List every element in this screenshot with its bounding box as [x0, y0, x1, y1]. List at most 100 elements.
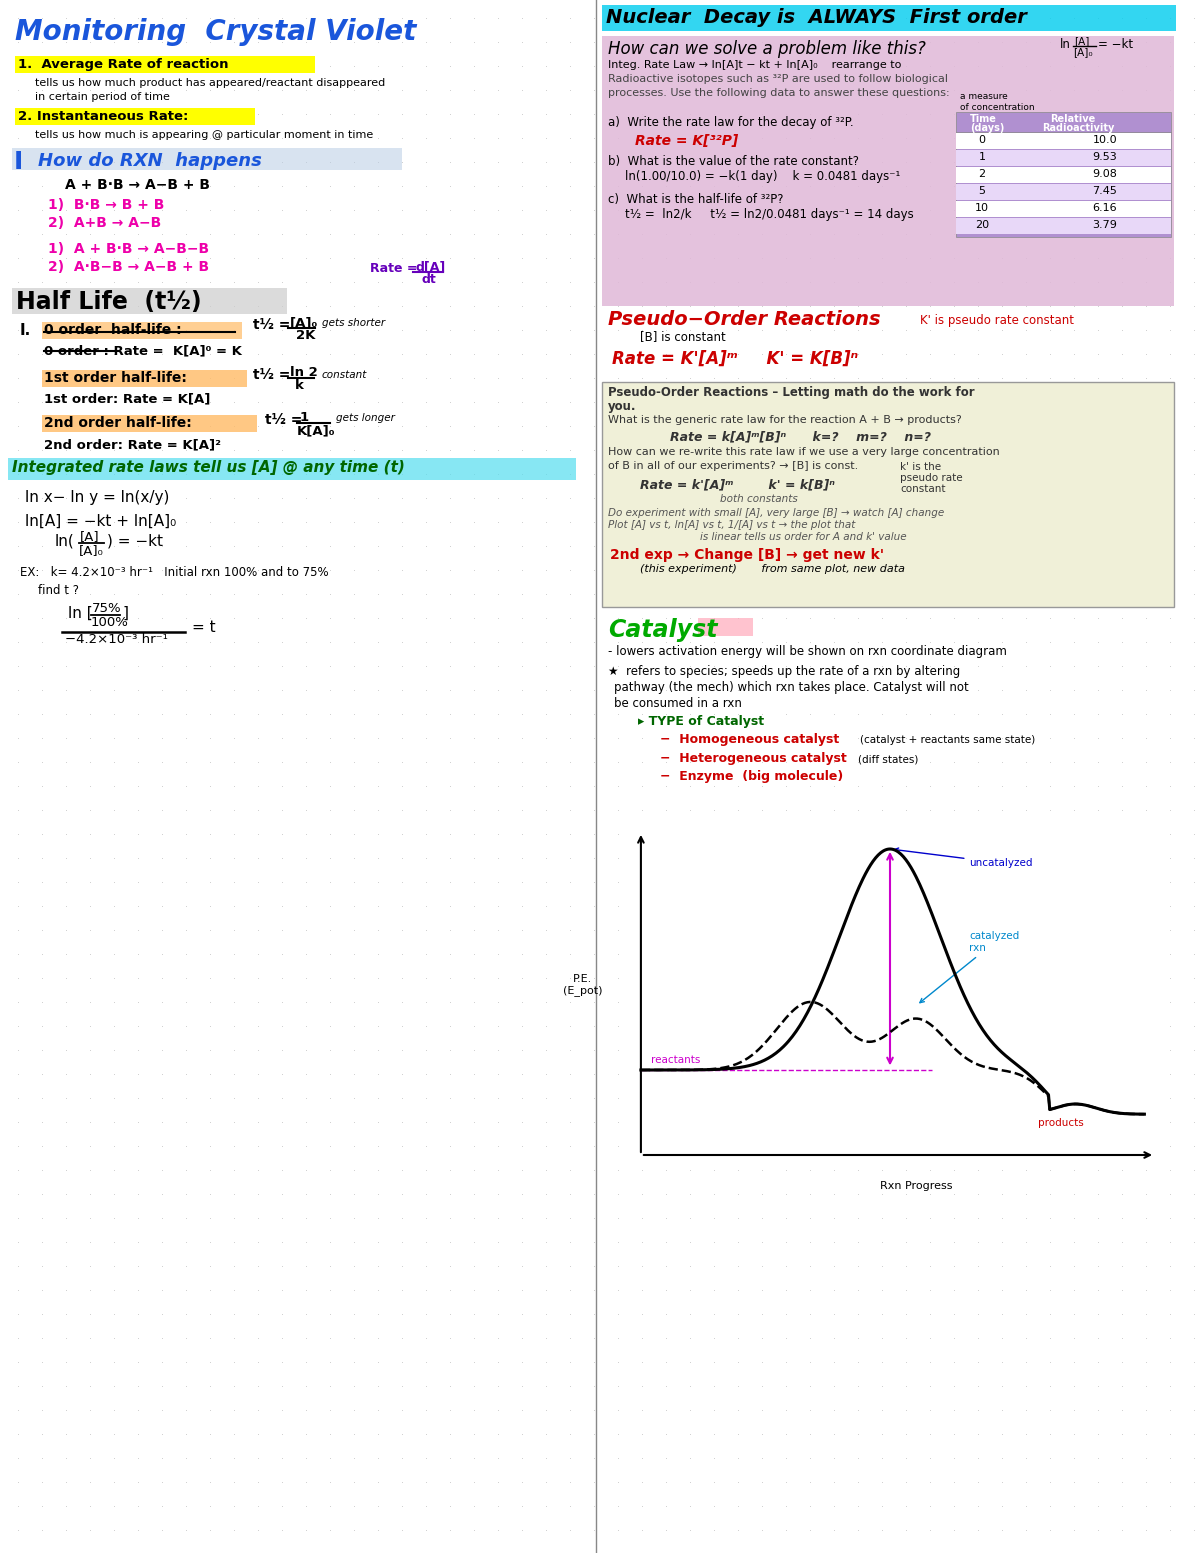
Text: [B] is constant: [B] is constant — [640, 329, 726, 343]
Text: Catalyst: Catalyst — [608, 618, 718, 641]
Text: 9.08: 9.08 — [1092, 169, 1117, 179]
FancyBboxPatch shape — [602, 36, 1174, 306]
Text: 0: 0 — [978, 135, 985, 144]
Text: of B in all of our experiments? → [B] is const.: of B in all of our experiments? → [B] is… — [608, 461, 858, 471]
Text: 0 order : Rate =  K[A]⁰ = K: 0 order : Rate = K[A]⁰ = K — [44, 345, 242, 357]
Text: How do RXN  happens: How do RXN happens — [38, 152, 262, 169]
Text: [A]₀: [A]₀ — [79, 544, 104, 558]
Text: EX:   k= 4.2×10⁻³ hr⁻¹   Initial rxn 100% and to 75%: EX: k= 4.2×10⁻³ hr⁻¹ Initial rxn 100% an… — [20, 565, 329, 579]
Text: 20: 20 — [974, 221, 989, 230]
Text: K[A]₀: K[A]₀ — [298, 424, 336, 436]
Text: 1st order half-life:: 1st order half-life: — [44, 371, 187, 385]
Text: [A]: [A] — [1074, 36, 1090, 47]
Text: −  Homogeneous catalyst: − Homogeneous catalyst — [660, 733, 839, 745]
Text: 1)  A + B·B → A−B−B: 1) A + B·B → A−B−B — [48, 242, 209, 256]
FancyBboxPatch shape — [956, 200, 1171, 217]
Text: tells us how much is appearing @ particular moment in time: tells us how much is appearing @ particu… — [35, 130, 373, 140]
Text: (catalyst + reactants same state): (catalyst + reactants same state) — [860, 735, 1036, 745]
FancyBboxPatch shape — [14, 109, 256, 124]
Text: (this experiment)       from same plot, new data: (this experiment) from same plot, new da… — [640, 564, 905, 575]
Text: b)  What is the value of the rate constant?: b) What is the value of the rate constan… — [608, 155, 859, 168]
FancyBboxPatch shape — [956, 183, 1171, 200]
Text: 1st order: Rate = K[A]: 1st order: Rate = K[A] — [44, 391, 210, 405]
Text: - lowers activation energy will be shown on rxn coordinate diagram: - lowers activation energy will be shown… — [608, 644, 1007, 658]
Text: gets longer: gets longer — [336, 413, 395, 422]
FancyBboxPatch shape — [12, 287, 287, 314]
Text: −4.2×10⁻³ hr⁻¹: −4.2×10⁻³ hr⁻¹ — [65, 634, 168, 646]
Text: 2: 2 — [978, 169, 985, 179]
Text: c)  What is the half-life of ³²P?: c) What is the half-life of ³²P? — [608, 193, 784, 207]
Text: A + B·B → A−B + B: A + B·B → A−B + B — [65, 179, 210, 193]
Text: ★  refers to species; speeds up the rate of a rxn by altering: ★ refers to species; speeds up the rate … — [608, 665, 960, 679]
Text: ln[A] = −kt + ln[A]₀: ln[A] = −kt + ln[A]₀ — [25, 514, 176, 530]
Text: 0 order  half-life :: 0 order half-life : — [44, 323, 181, 337]
Text: 75%: 75% — [92, 603, 121, 615]
Text: Monitoring  Crystal Violet: Monitoring Crystal Violet — [14, 19, 416, 47]
Text: I: I — [14, 151, 23, 174]
Text: Plot [A] vs t, ln[A] vs t, 1/[A] vs t → the plot that: Plot [A] vs t, ln[A] vs t, 1/[A] vs t → … — [608, 520, 856, 530]
FancyBboxPatch shape — [8, 458, 576, 480]
Text: 1: 1 — [300, 412, 310, 424]
Text: ln(: ln( — [55, 534, 74, 550]
Text: Do experiment with small [A], very large [B] → watch [A] change: Do experiment with small [A], very large… — [608, 508, 944, 519]
Text: both constants: both constants — [720, 494, 798, 505]
Text: P.E.
(E_pot): P.E. (E_pot) — [563, 974, 602, 997]
Text: t½ =: t½ = — [253, 318, 290, 332]
Text: 6.16: 6.16 — [1093, 203, 1117, 213]
Text: How can we solve a problem like this?: How can we solve a problem like this? — [608, 40, 926, 57]
Text: constant: constant — [322, 370, 367, 380]
Text: [A]₀: [A]₀ — [290, 315, 318, 329]
Text: k' is the: k' is the — [900, 461, 941, 472]
Text: k: k — [295, 379, 304, 391]
Text: (diff states): (diff states) — [858, 755, 918, 764]
Text: 2)  A+B → A−B: 2) A+B → A−B — [48, 216, 161, 230]
Text: ]: ] — [124, 606, 130, 621]
Text: 10.0: 10.0 — [1093, 135, 1117, 144]
FancyBboxPatch shape — [14, 56, 314, 73]
Text: −  Heterogeneous catalyst: − Heterogeneous catalyst — [660, 752, 847, 766]
Text: a)  Write the rate law for the decay of ³²P.: a) Write the rate law for the decay of ³… — [608, 116, 853, 129]
Text: pathway (the mech) which rxn takes place. Catalyst will not: pathway (the mech) which rxn takes place… — [614, 682, 968, 694]
Text: 1)  B·B → B + B: 1) B·B → B + B — [48, 197, 164, 213]
Text: Rate = K'[A]ᵐ     K' = K[B]ⁿ: Rate = K'[A]ᵐ K' = K[B]ⁿ — [612, 349, 858, 368]
Text: find t ?: find t ? — [38, 584, 79, 596]
Text: catalyzed
rxn: catalyzed rxn — [920, 932, 1020, 1003]
FancyBboxPatch shape — [602, 382, 1174, 607]
Text: ln x− ln y = ln(x/y): ln x− ln y = ln(x/y) — [25, 491, 169, 505]
FancyBboxPatch shape — [42, 415, 257, 432]
Text: 2nd order: Rate = K[A]²: 2nd order: Rate = K[A]² — [44, 438, 221, 450]
Text: 2nd order half-life:: 2nd order half-life: — [44, 416, 192, 430]
Text: 1: 1 — [978, 152, 985, 162]
Text: = −kt: = −kt — [1098, 37, 1133, 51]
Text: 2K: 2K — [296, 329, 316, 342]
Text: Relative: Relative — [1050, 113, 1096, 124]
Text: Rate = K[³²P]: Rate = K[³²P] — [635, 134, 738, 148]
Text: dt: dt — [422, 273, 437, 286]
Text: t½ =  ln2/k     t½ = ln2/0.0481 days⁻¹ = 14 days: t½ = ln2/k t½ = ln2/0.0481 days⁻¹ = 14 d… — [625, 208, 913, 221]
Text: ▸ TYPE of Catalyst: ▸ TYPE of Catalyst — [638, 714, 764, 728]
Text: a measure: a measure — [960, 92, 1008, 101]
Text: Time: Time — [970, 113, 997, 124]
Text: = t: = t — [192, 620, 216, 635]
Text: [A]: [A] — [80, 530, 100, 544]
Text: 2. Instantaneous Rate:: 2. Instantaneous Rate: — [18, 110, 188, 123]
Text: (days): (days) — [970, 123, 1004, 134]
Text: reactants: reactants — [652, 1054, 701, 1065]
Text: Integrated rate laws tell us [A] @ any time (t): Integrated rate laws tell us [A] @ any t… — [12, 460, 404, 475]
Text: gets shorter: gets shorter — [322, 318, 385, 328]
Text: tells us how much product has appeared/reactant disappeared: tells us how much product has appeared/r… — [35, 78, 385, 89]
FancyBboxPatch shape — [956, 217, 1171, 235]
Text: t½ =: t½ = — [265, 413, 302, 427]
FancyBboxPatch shape — [42, 370, 247, 387]
FancyBboxPatch shape — [956, 134, 1171, 149]
Text: 3.79: 3.79 — [1092, 221, 1117, 230]
Text: uncatalyzed: uncatalyzed — [894, 848, 1033, 868]
Text: of concentration: of concentration — [960, 102, 1034, 112]
Text: 1.  Average Rate of reaction: 1. Average Rate of reaction — [18, 57, 228, 71]
Text: What is the generic rate law for the reaction A + B → products?: What is the generic rate law for the rea… — [608, 415, 961, 426]
Text: 2nd exp → Change [B] → get new k': 2nd exp → Change [B] → get new k' — [610, 548, 884, 562]
Text: d[A]: d[A] — [415, 259, 445, 273]
Text: K' is pseudo rate constant: K' is pseudo rate constant — [920, 314, 1074, 328]
Text: ln: ln — [1060, 37, 1070, 51]
FancyBboxPatch shape — [956, 112, 1171, 238]
